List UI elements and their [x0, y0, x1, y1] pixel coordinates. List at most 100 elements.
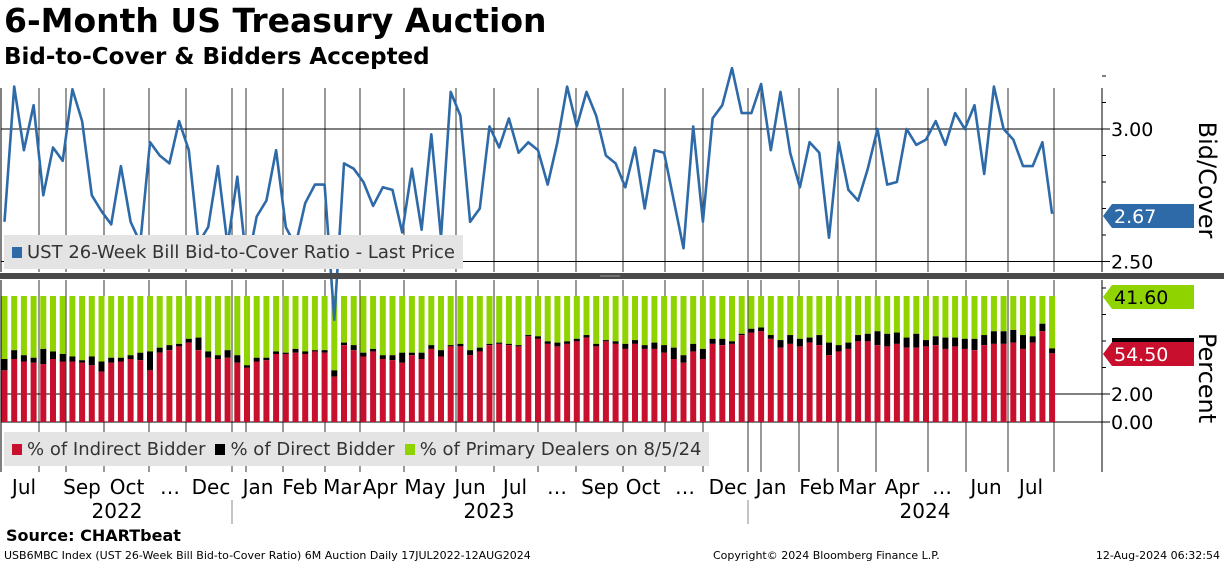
x-tick-label: Jul	[10, 475, 36, 499]
bar-direct-bidder	[767, 335, 774, 339]
bar-indirect-bidder	[273, 353, 280, 422]
bar-direct-bidder	[244, 365, 250, 368]
bar-primary-dealers	[709, 296, 716, 339]
bar-direct-bidder	[486, 343, 493, 346]
bar-direct-bidder	[224, 350, 231, 358]
bar-primary-dealers	[845, 296, 852, 343]
bidders-legend: % of Indirect Bidder % of Direct Bidder …	[4, 432, 710, 466]
bar-primary-dealers	[670, 296, 677, 348]
bar-indirect-bidder	[990, 343, 997, 422]
bar-primary-dealers	[214, 296, 221, 356]
x-year-label: 2022	[92, 499, 143, 523]
x-tick-label: Jan	[241, 475, 274, 499]
bar-primary-dealers	[622, 296, 629, 344]
bar-primary-dealers	[1020, 296, 1026, 336]
bar-primary-dealers	[321, 296, 328, 351]
legend-label-bid-cover: UST 26-Week Bill Bid-to-Cover Ratio - La…	[27, 241, 455, 263]
bar-primary-dealers	[680, 296, 687, 356]
bar-direct-bidder	[1010, 330, 1017, 343]
bar-primary-dealers	[990, 296, 997, 332]
x-tick-label: Sep	[581, 475, 619, 499]
bar-indirect-bidder	[205, 357, 212, 422]
last-indirect-tag-direct-strip	[1112, 338, 1194, 342]
bar-indirect-bidder	[826, 355, 832, 422]
bar-indirect-bidder	[331, 376, 338, 422]
bar-direct-bidder	[719, 338, 726, 346]
bar-primary-dealers	[11, 296, 18, 351]
bar-indirect-bidder	[69, 361, 76, 422]
legend-swatch-line	[12, 246, 22, 258]
bar-indirect-bidder	[360, 356, 367, 422]
x-tick-label: May	[404, 475, 446, 499]
bar-indirect-bidder	[496, 343, 503, 422]
bar-direct-bidder	[282, 352, 289, 354]
legend-swatch-indirect	[12, 443, 22, 455]
bar-primary-dealers	[816, 296, 823, 336]
bar-primary-dealers	[224, 296, 231, 351]
bar-indirect-bidder	[292, 352, 299, 422]
bar-primary-dealers	[826, 296, 832, 343]
bar-indirect-bidder	[253, 361, 260, 422]
bar-indirect-bidder	[719, 345, 726, 422]
y-tick-label: 2.50	[1111, 252, 1153, 274]
line-layer	[3, 66, 1054, 322]
x-tick-label: Mar	[838, 475, 877, 499]
bar-direct-bidder	[748, 328, 755, 333]
bar-direct-bidder	[399, 352, 406, 363]
last-indirect-tag-bg	[1103, 342, 1194, 366]
bar-primary-dealers	[729, 296, 735, 342]
bar-indirect-bidder	[525, 336, 532, 422]
bar-indirect-bidder	[108, 362, 115, 422]
bar-primary-dealers	[893, 296, 900, 333]
bar-indirect-bidder	[651, 348, 658, 422]
bar-direct-bidder	[651, 342, 658, 349]
bar-direct-bidder	[195, 337, 202, 351]
bar-primary-dealers	[690, 296, 697, 344]
chart-subtitle: Bid-to-Cover & Bidders Accepted	[4, 44, 430, 70]
bar-indirect-bidder	[350, 350, 357, 422]
bar-indirect-bidder	[893, 343, 900, 422]
bar-direct-bidder	[292, 348, 299, 353]
bar-primary-dealers	[350, 296, 357, 346]
x-tick-label: …	[932, 475, 952, 499]
bar-direct-bidder	[467, 350, 474, 356]
bar-primary-dealers	[389, 296, 396, 356]
bar-indirect-bidder	[438, 356, 444, 422]
bar-direct-bidder	[88, 356, 95, 366]
x-tick-label: Jun	[968, 475, 1001, 499]
bar-primary-dealers	[166, 296, 173, 346]
bar-primary-dealers	[903, 296, 910, 338]
bar-primary-dealers	[923, 296, 929, 341]
bar-primary-dealers	[147, 296, 153, 352]
bar-indirect-bidder	[224, 357, 231, 422]
x-tick-label: Mar	[323, 475, 362, 499]
x-tick-label: Feb	[799, 475, 834, 499]
bar-indirect-bidder	[476, 351, 483, 422]
bar-indirect-bidder	[806, 342, 813, 422]
bar-indirect-bidder	[1020, 348, 1026, 422]
bar-indirect-bidder	[341, 345, 347, 422]
bar-indirect-bidder	[1029, 342, 1036, 422]
bar-direct-bidder	[505, 343, 512, 346]
bar-indirect-bidder	[408, 355, 415, 422]
bar-direct-bidder	[263, 357, 270, 361]
bar-direct-bidder	[632, 340, 638, 344]
bar-direct-bidder	[1029, 336, 1036, 343]
bar-indirect-bidder	[690, 351, 697, 422]
y-axis-title-bid-cover: Bid/Cover	[1193, 122, 1221, 239]
bar-direct-bidder	[321, 350, 328, 353]
bar-primary-dealers	[20, 296, 27, 356]
bar-primary-dealers	[418, 296, 425, 353]
bar-indirect-bidder	[79, 362, 86, 422]
bar-indirect-bidder	[137, 360, 144, 422]
bar-primary-dealers	[399, 296, 406, 353]
bar-direct-bidder	[874, 331, 881, 346]
bar-primary-dealers	[913, 296, 920, 334]
bar-direct-bidder	[690, 343, 697, 352]
bar-primary-dealers	[738, 296, 745, 334]
bar-direct-bidder	[273, 351, 280, 354]
bar-primary-dealers	[263, 296, 270, 358]
bar-indirect-bidder	[971, 350, 978, 422]
bar-indirect-bidder	[864, 341, 871, 422]
bar-indirect-bidder	[661, 352, 668, 422]
